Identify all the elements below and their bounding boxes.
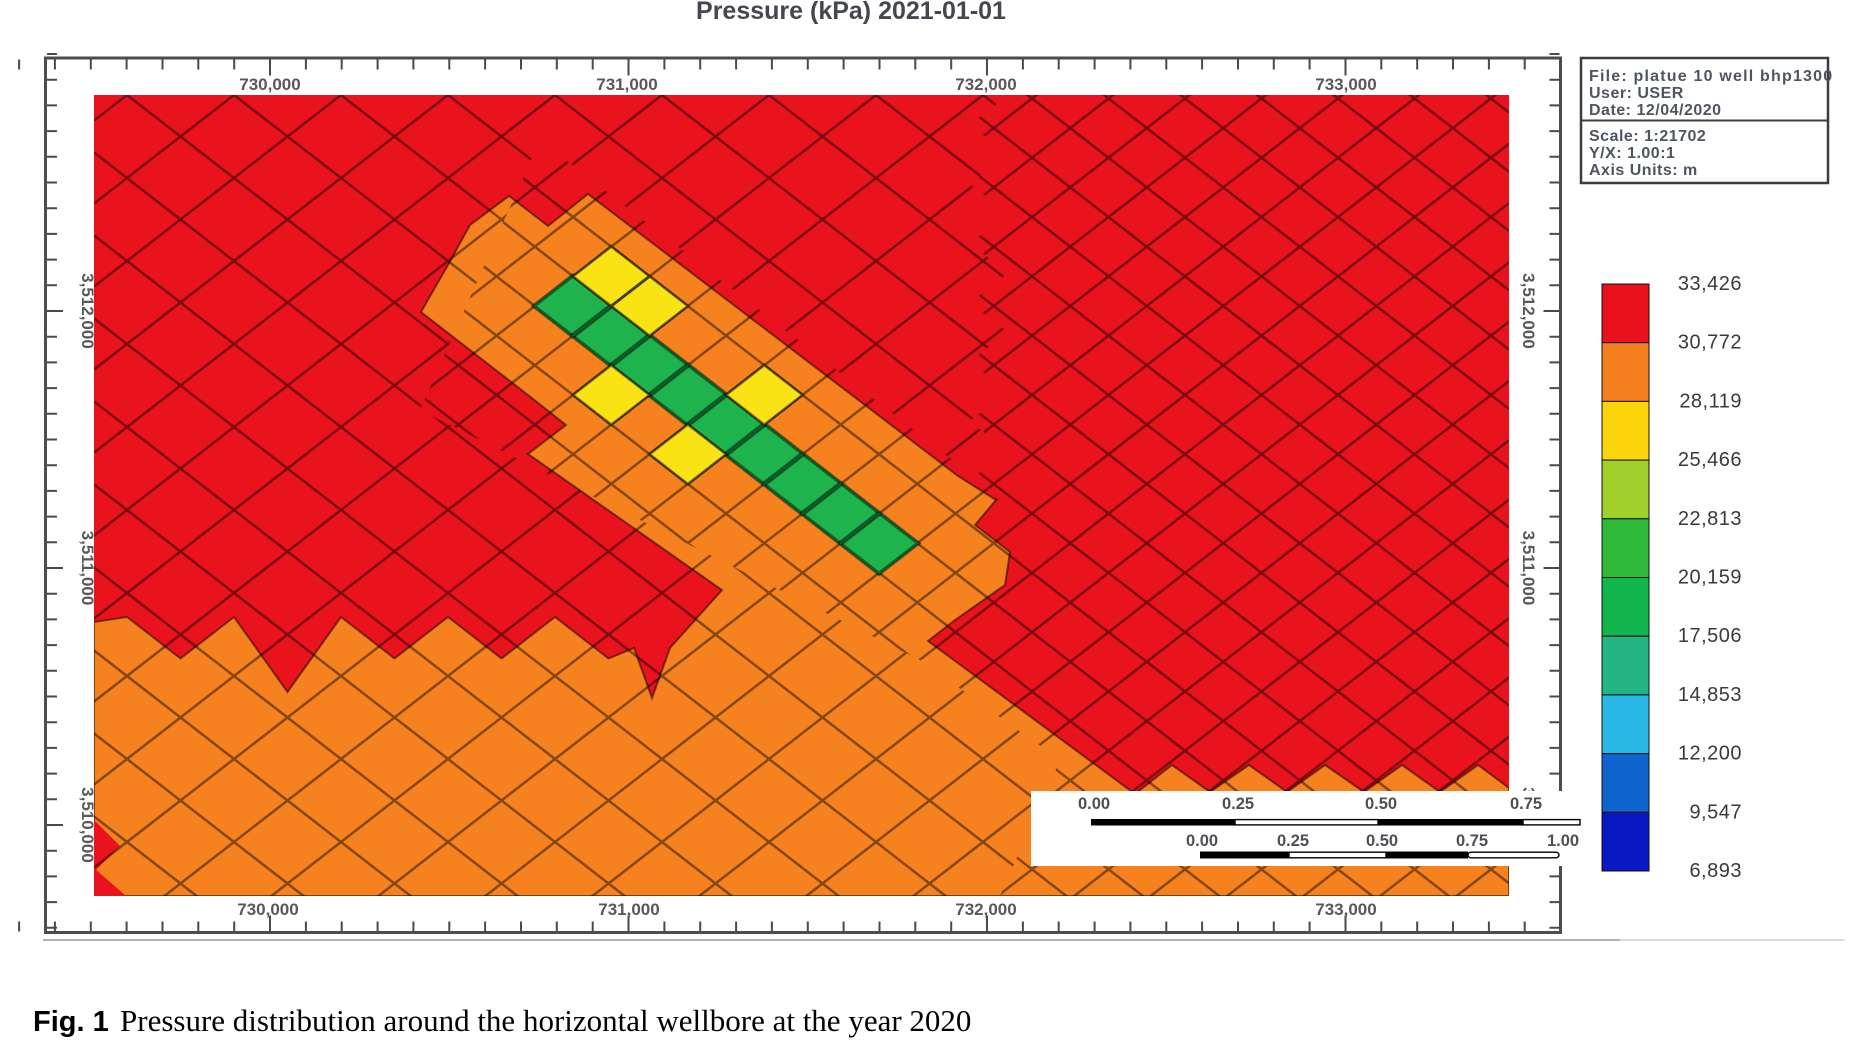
svg-text:1.00: 1.00 xyxy=(1547,832,1579,850)
svg-text:0.00: 0.00 xyxy=(1186,832,1218,850)
svg-text:0.00: 0.00 xyxy=(1078,795,1110,813)
svg-text:0.50: 0.50 xyxy=(1365,795,1397,813)
svg-text:6,893: 6,893 xyxy=(1689,860,1742,882)
svg-text:3,512,000: 3,512,000 xyxy=(1519,273,1538,349)
svg-text:731,000: 731,000 xyxy=(596,75,657,94)
svg-text:22,813: 22,813 xyxy=(1678,508,1742,530)
svg-text:730,000: 730,000 xyxy=(237,900,298,919)
svg-text:20,159: 20,159 xyxy=(1678,567,1742,589)
svg-text:0.50: 0.50 xyxy=(1366,832,1398,850)
svg-text:28,119: 28,119 xyxy=(1679,390,1742,412)
svg-text:0.25: 0.25 xyxy=(1277,832,1309,850)
svg-text:733,000: 733,000 xyxy=(1315,75,1376,94)
svg-text:9,547: 9,547 xyxy=(1689,801,1742,823)
svg-text:Pressure distribution around t: Pressure distribution around the horizon… xyxy=(120,1003,971,1038)
svg-text:0.75: 0.75 xyxy=(1456,832,1488,850)
svg-text:3,512,000: 3,512,000 xyxy=(78,273,97,349)
svg-text:0.25: 0.25 xyxy=(1222,795,1254,813)
svg-text:User: USER: User: USER xyxy=(1589,85,1684,102)
svg-text:30,772: 30,772 xyxy=(1678,332,1742,354)
svg-text:732,000: 732,000 xyxy=(955,900,1016,919)
svg-text:732,000: 732,000 xyxy=(955,75,1016,94)
svg-text:3,511,000: 3,511,000 xyxy=(1519,531,1538,606)
svg-text:Axis Units: m: Axis Units: m xyxy=(1589,162,1698,179)
svg-text:Fig. 1: Fig. 1 xyxy=(33,1006,109,1038)
svg-text:733,000: 733,000 xyxy=(1315,900,1376,919)
svg-text:14,853: 14,853 xyxy=(1678,684,1742,706)
svg-text:File: platue 10 well bhp1300: File: platue 10 well bhp1300 xyxy=(1589,68,1833,85)
svg-text:12,200: 12,200 xyxy=(1678,743,1742,765)
svg-text:17,506: 17,506 xyxy=(1678,625,1742,647)
svg-text:25,466: 25,466 xyxy=(1678,449,1742,471)
svg-text:731,000: 731,000 xyxy=(598,900,659,919)
svg-text:Y/X: 1.00:1: Y/X: 1.00:1 xyxy=(1589,145,1675,162)
svg-text:0.75: 0.75 xyxy=(1510,795,1542,813)
svg-text:Date: 12/04/2020: Date: 12/04/2020 xyxy=(1589,102,1722,119)
svg-text:730,000: 730,000 xyxy=(239,75,300,94)
svg-text:Pressure (kPa) 2021-01-01: Pressure (kPa) 2021-01-01 xyxy=(696,0,1006,25)
svg-text:3,511,000: 3,511,000 xyxy=(78,531,97,606)
svg-text:33,426: 33,426 xyxy=(1678,273,1742,295)
svg-text:Scale: 1:21702: Scale: 1:21702 xyxy=(1589,128,1706,145)
svg-text:3,510,000: 3,510,000 xyxy=(78,787,97,863)
